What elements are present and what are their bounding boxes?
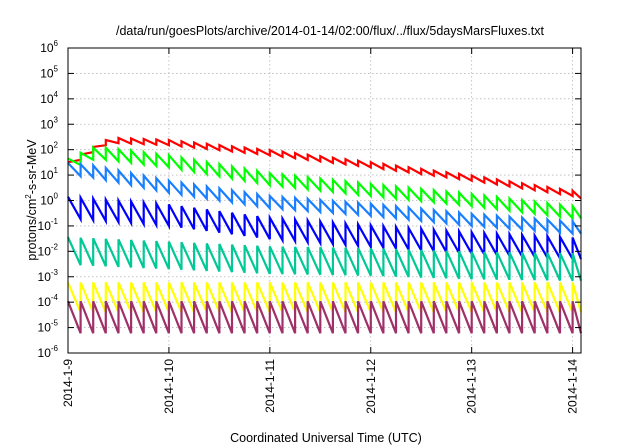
y-tick-label: 105: [40, 64, 58, 80]
series-line-1: [67, 136, 582, 200]
y-tick-base: 10: [40, 117, 54, 131]
y-tick-exponent: -4: [51, 293, 59, 302]
y-tick-exponent: -1: [51, 217, 59, 226]
y-tick-exponent: -5: [51, 319, 59, 328]
x-tick-labels: 2014-1-9 2014-1-10 2014-1-11 2014-1-12 2014-…: [61, 359, 580, 414]
y-tick-exponent: -3: [51, 268, 59, 277]
y-tick-base: 10: [40, 66, 54, 80]
y-tick-base: 10: [40, 194, 54, 208]
y-tick-exponent: 1: [54, 166, 59, 175]
x-tick-label: 2014-1-11: [263, 359, 277, 413]
y-tick-exponent: 0: [54, 192, 59, 201]
y-tick-exponent: 5: [54, 64, 59, 73]
x-tick-label: 2014-1-13: [465, 359, 479, 414]
y-tick-exponent: -2: [51, 242, 59, 251]
chart-title: /data/run/goesPlots/archive/2014-01-14/0…: [116, 24, 545, 38]
y-tick-base: 10: [40, 143, 54, 157]
y-axis-label-sup: 2: [24, 194, 33, 199]
y-tick-base: 10: [40, 41, 54, 55]
y-tick-exponent: 4: [54, 90, 59, 99]
y-tick-label: 103: [40, 115, 58, 131]
axis-ticks: [67, 47, 581, 354]
x-tick-label: 2014-1-10: [162, 359, 176, 414]
y-tick-exponent: 6: [54, 39, 59, 48]
series-line-5: [66, 236, 583, 282]
series-line-6: [66, 281, 583, 313]
y-axis-label-suffix: -s-sr-MeV: [25, 139, 39, 195]
y-tick-label: 10-4: [38, 293, 59, 309]
series-line-2: [67, 144, 582, 222]
series-line-3: [67, 161, 582, 237]
y-tick-base: 10: [38, 295, 52, 309]
y-axis-label: protons/cm2-s-sr-MeV: [24, 139, 39, 261]
y-tick-label: 10-5: [38, 319, 59, 335]
y-axis-label-prefix: protons/cm: [25, 199, 39, 261]
y-tick-labels: 10-610-510-410-310-210-11001011021031041…: [38, 39, 59, 360]
y-tick-label: 10-1: [38, 217, 59, 233]
y-tick-label: 10-3: [38, 268, 59, 284]
y-tick-label: 100: [40, 192, 58, 208]
x-tick-label: 2014-1-14: [566, 359, 580, 414]
y-tick-exponent: 3: [54, 115, 59, 124]
y-tick-label: 104: [40, 90, 58, 106]
y-tick-base: 10: [38, 270, 52, 284]
y-tick-label: 10-6: [38, 344, 59, 360]
y-tick-base: 10: [40, 168, 54, 182]
series-line-4: [67, 193, 583, 264]
x-tick-label: 2014-1-12: [364, 359, 378, 414]
series-layer: [66, 136, 583, 334]
y-tick-base: 10: [40, 92, 54, 106]
y-tick-label: 106: [40, 39, 58, 55]
x-axis-label: Coordinated Universal Time (UTC): [230, 431, 422, 445]
y-tick-base: 10: [38, 346, 52, 360]
x-tick-label: 2014-1-9: [61, 359, 75, 407]
y-tick-base: 10: [38, 321, 52, 335]
y-tick-exponent: 2: [54, 141, 59, 150]
y-tick-label: 10-2: [38, 242, 59, 258]
y-tick-base: 10: [38, 244, 52, 258]
series-line-7: [66, 300, 583, 334]
y-tick-exponent: -6: [51, 344, 59, 353]
y-tick-label: 102: [40, 141, 58, 157]
y-tick-label: 101: [40, 166, 58, 182]
y-tick-base: 10: [38, 219, 52, 233]
